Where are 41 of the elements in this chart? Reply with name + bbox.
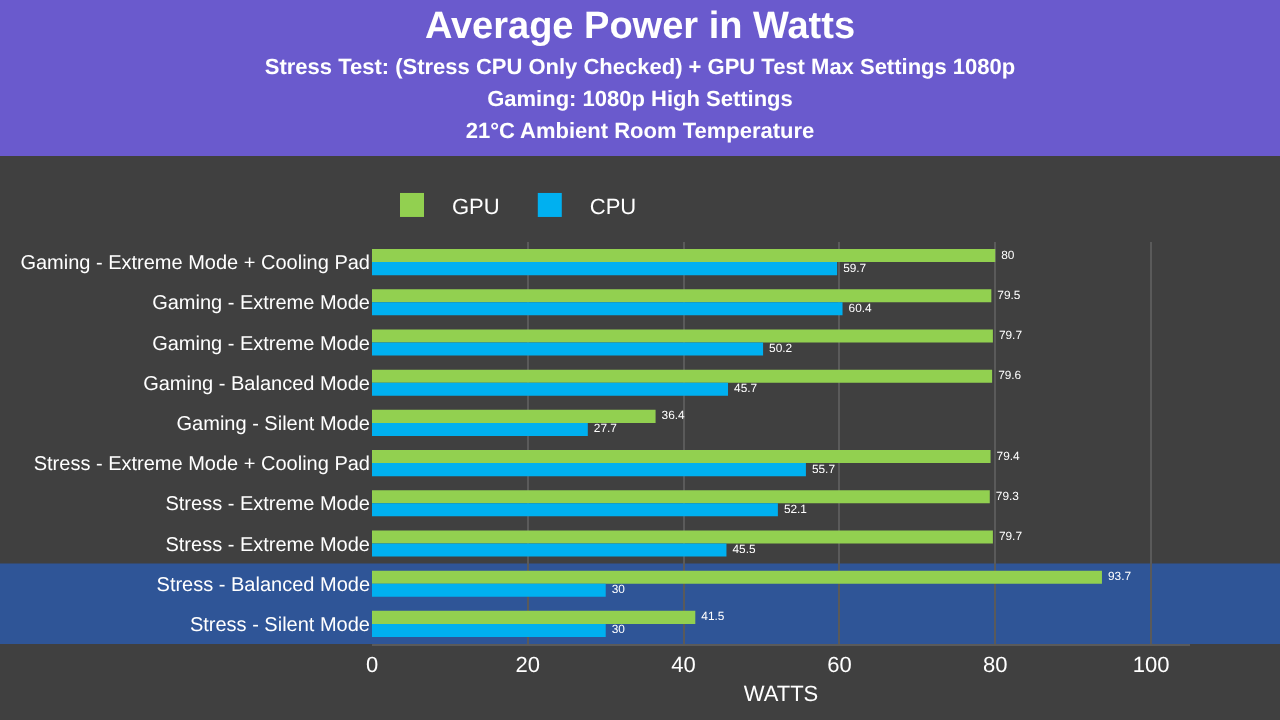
- x-tick-label: 0: [365, 654, 379, 679]
- y-tick-label: Stress - Extreme Mode: [165, 494, 371, 517]
- bar: [372, 623, 606, 637]
- x-axis-title: WATTS: [743, 682, 819, 707]
- y-tick-label: Stress - Extreme Mode: [165, 534, 371, 557]
- bar: [372, 302, 843, 316]
- bar: [372, 262, 838, 276]
- chart-title: Average Power in Watts: [422, 4, 858, 52]
- x-tick-label: 80: [982, 654, 1008, 679]
- bar: [372, 450, 991, 464]
- bar: [372, 490, 990, 504]
- bar: [372, 409, 656, 423]
- y-tick-label: Gaming - Extreme Mode + Cooling Pad: [20, 253, 370, 276]
- y-tick-label: Gaming - Extreme Mode: [152, 333, 371, 356]
- legend-label: CPU: [589, 195, 637, 220]
- y-tick-label: Stress - Silent Mode: [189, 614, 371, 637]
- bar: [372, 422, 588, 436]
- bar: [372, 583, 606, 597]
- bar: [372, 543, 727, 557]
- x-tick-label: 60: [827, 654, 852, 679]
- bar: [372, 369, 993, 383]
- legend-label: GPU: [452, 195, 500, 220]
- x-tick-label: 40: [671, 654, 696, 679]
- bar: [372, 503, 778, 517]
- bar: [372, 249, 996, 263]
- bar: [372, 289, 992, 303]
- bar: [372, 382, 729, 396]
- x-tick-label: 20: [515, 654, 541, 679]
- chart-subtitle: Stress Test: (Stress CPU Only Checked) + GPU Test Max Settings 1080p Gaming: 1080p High Settings 21°C Ambient Room Temperature: [262, 54, 1018, 148]
- bar: [372, 463, 806, 477]
- bar: [372, 610, 696, 624]
- bar: [372, 329, 993, 343]
- x-tick-label: 100: [1132, 654, 1170, 679]
- y-tick-label: Stress - Extreme Mode + Cooling Pad: [33, 454, 370, 477]
- y-tick-label: Gaming - Silent Mode: [176, 413, 371, 436]
- y-tick-label: Stress - Balanced Mode: [156, 574, 371, 597]
- bar: [372, 570, 1102, 584]
- bar: [372, 342, 764, 356]
- y-tick-label: Gaming - Extreme Mode: [152, 293, 371, 316]
- bar: [372, 530, 993, 544]
- y-tick-label: Gaming - Balanced Mode: [143, 373, 371, 396]
